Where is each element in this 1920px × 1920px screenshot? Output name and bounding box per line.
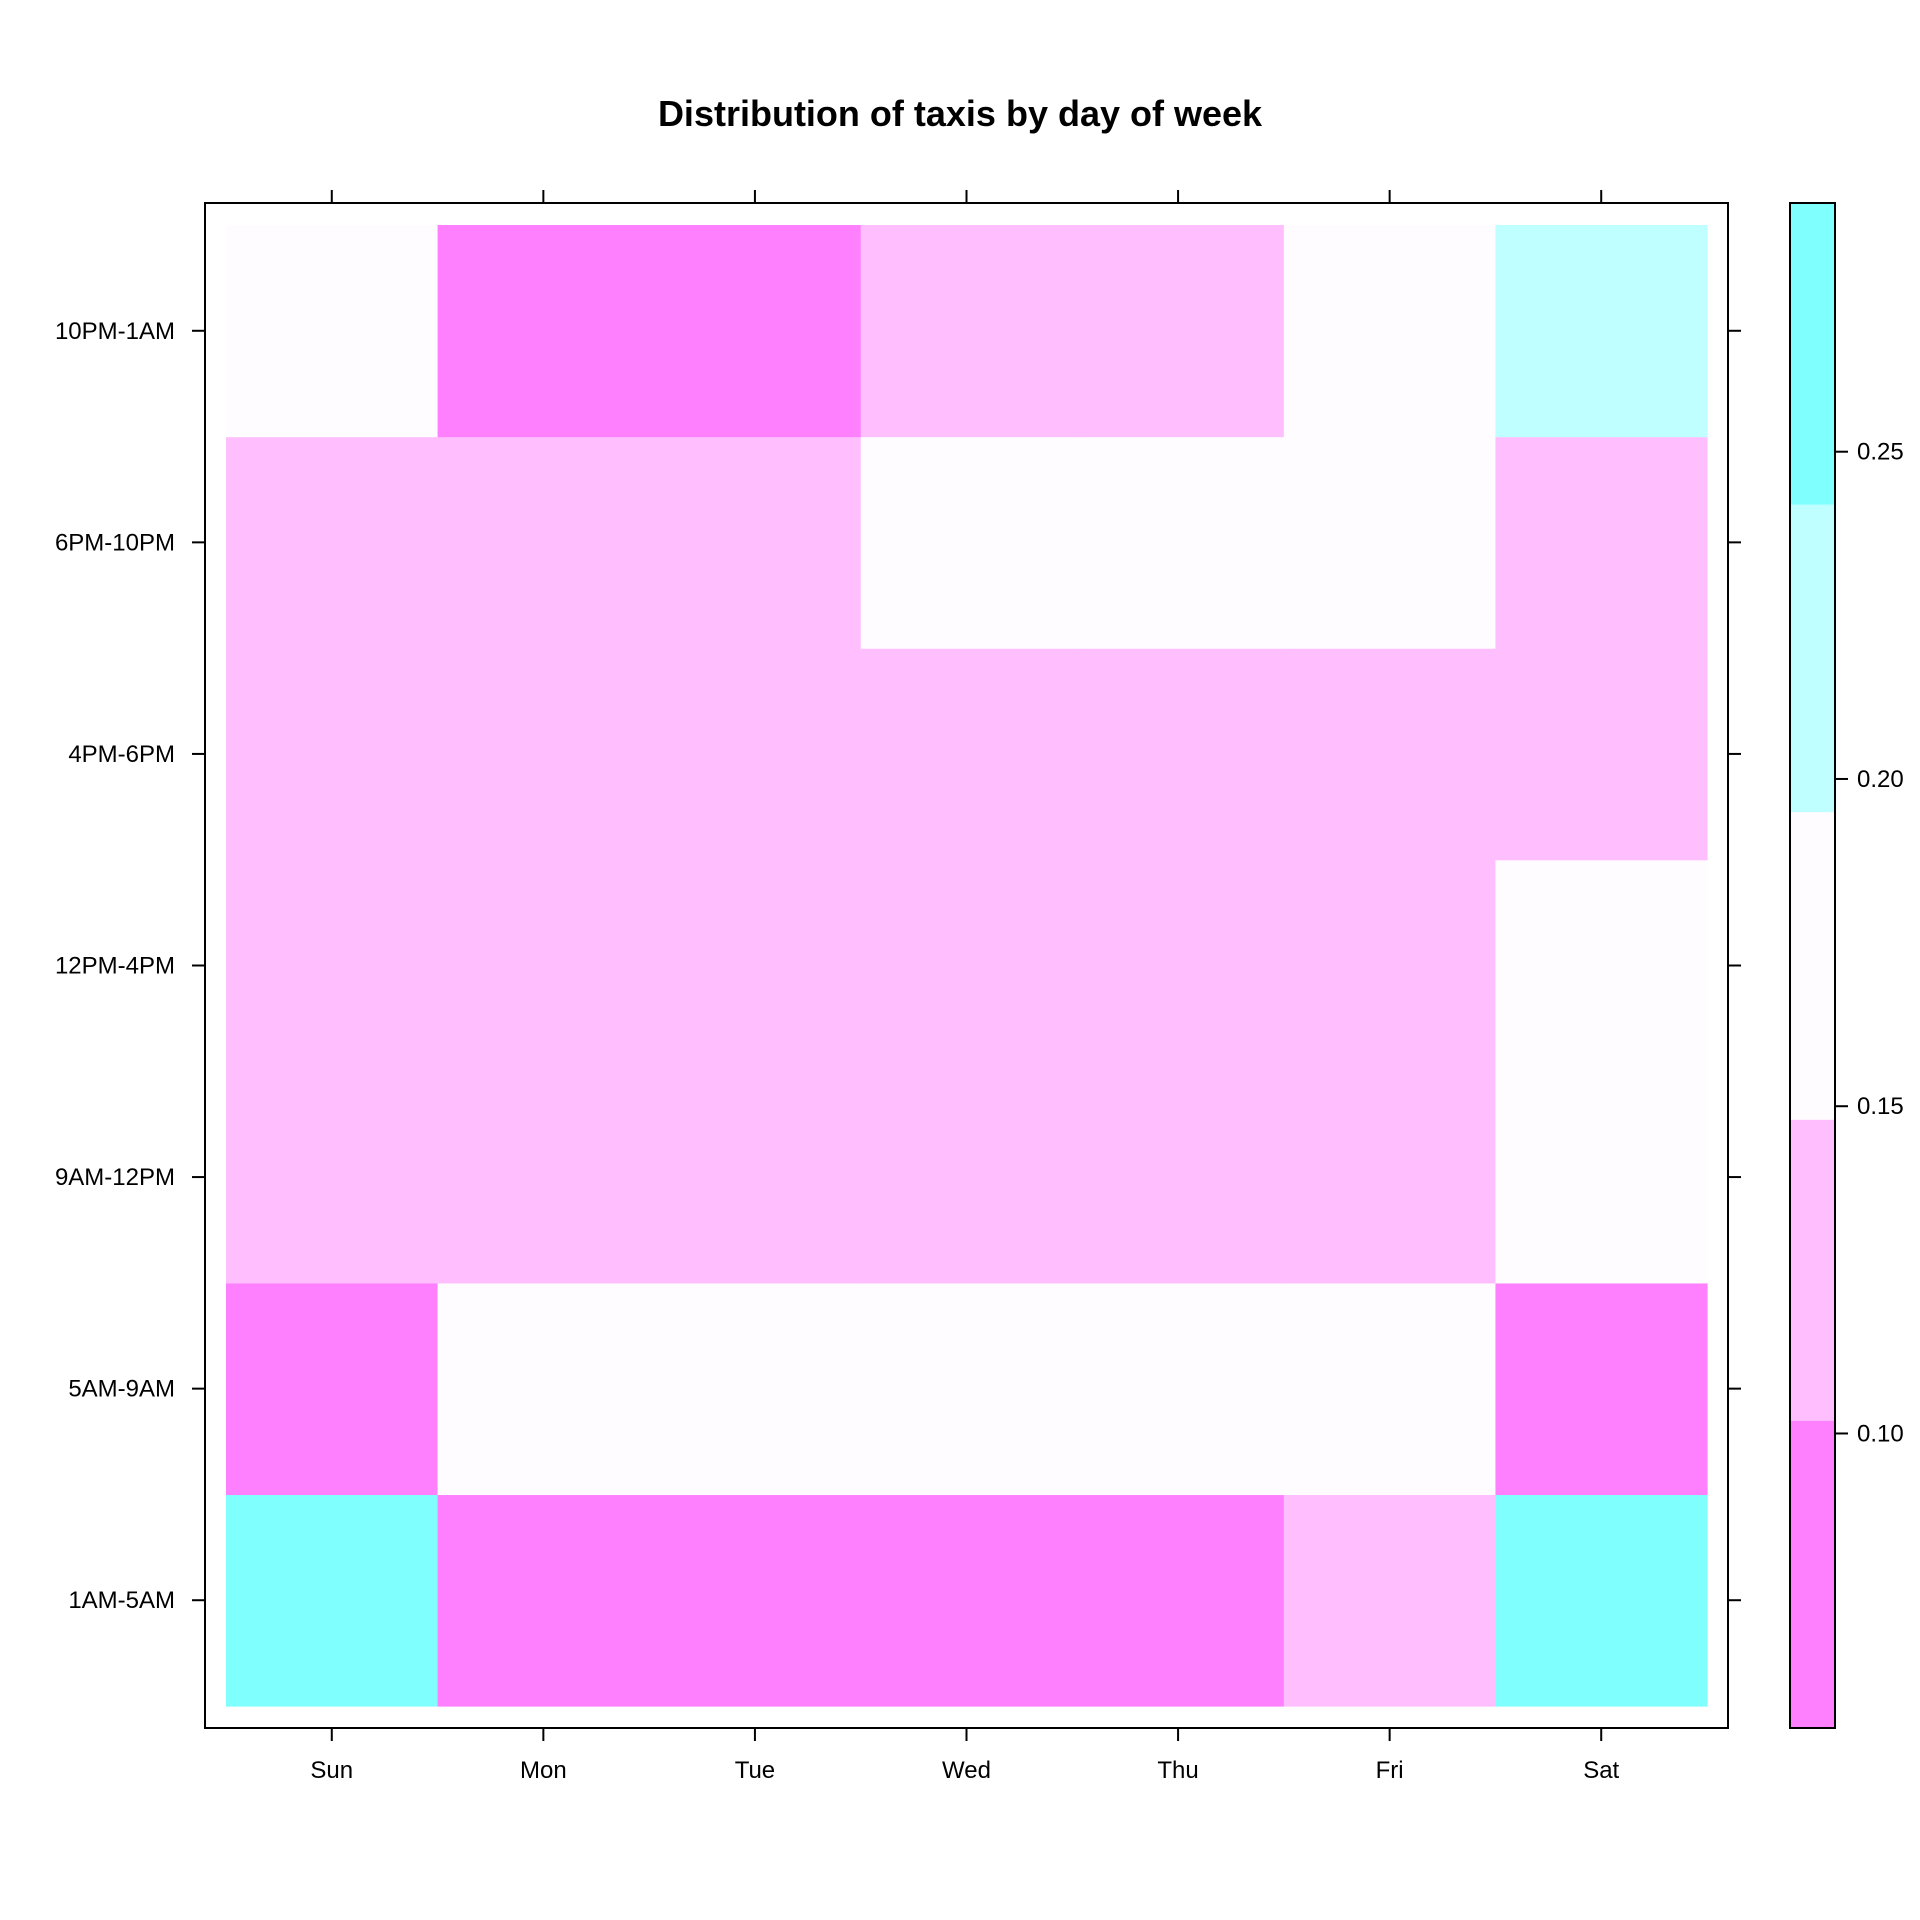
y-axis: 1AM-5AM 5AM-9AM 9AM-12PM 12PM-4PM 4PM-6PM 6PM…: [55, 318, 1741, 1614]
heatmap-cell-sun-5: [226, 436, 439, 649]
chart-title: Distribution of taxis by day of week: [658, 93, 1263, 134]
heatmap-cell-fri-4: [1283, 648, 1497, 861]
heatmap-cell-thu-4: [1072, 648, 1285, 861]
heatmap-cell-wed-5: [860, 436, 1073, 649]
x-tick-label: Tue: [735, 1757, 775, 1784]
heatmap-cell-sat-0: [1495, 1494, 1708, 1707]
heatmap-cell-wed-4: [860, 648, 1073, 861]
colorbar-segment: [1790, 1420, 1835, 1729]
heatmap-cell-sat-6: [1495, 225, 1708, 438]
heatmap-cell-thu-3: [1072, 859, 1285, 1072]
x-tick-label: Sat: [1583, 1757, 1619, 1784]
heatmap-cell-fri-1: [1283, 1282, 1497, 1496]
colorbar-tick-label: 0.10: [1857, 1420, 1904, 1447]
colorbar-tick-label: 0.20: [1857, 766, 1904, 793]
colorbar: 0.10 0.15 0.20 0.25: [1789, 202, 1904, 1729]
heatmap-cell-sun-6: [226, 225, 439, 438]
x-tick-label: Fri: [1376, 1757, 1404, 1784]
y-tick-label: 10PM-1AM: [55, 318, 175, 345]
heatmap-cell-sat-1: [1495, 1282, 1708, 1496]
y-tick-label: 9AM-12PM: [55, 1164, 175, 1191]
heatmap-cell-wed-3: [860, 859, 1073, 1072]
heatmap-cell-thu-5: [1072, 436, 1285, 649]
heatmap-cell-fri-3: [1283, 859, 1497, 1072]
colorbar-tick-label: 0.25: [1857, 439, 1904, 466]
heatmap-cell-tue-2: [649, 1071, 862, 1284]
y-tick-label: 5AM-9AM: [68, 1376, 175, 1403]
y-tick-label: 12PM-4PM: [55, 953, 175, 980]
heatmap-cell-mon-5: [437, 436, 650, 649]
heatmap-cell-thu-2: [1072, 1071, 1285, 1284]
colorbar-segment: [1790, 1119, 1835, 1421]
heatmap-cell-tue-5: [649, 436, 862, 649]
heatmap-cells: [226, 225, 1708, 1707]
heatmap-cell-sun-4: [226, 648, 439, 861]
heatmap-cell-fri-2: [1283, 1071, 1497, 1284]
colorbar-segment: [1790, 811, 1835, 1120]
heatmap-cell-mon-0: [437, 1494, 650, 1707]
heatmap-cell-tue-0: [649, 1494, 862, 1707]
heatmap-cell-fri-0: [1283, 1494, 1497, 1707]
heatmap-cell-sun-1: [226, 1282, 439, 1496]
heatmap-cell-mon-3: [437, 859, 650, 1072]
heatmap-cell-tue-1: [649, 1282, 862, 1496]
heatmap-cell-thu-6: [1072, 225, 1285, 438]
heatmap-cell-mon-1: [437, 1282, 650, 1496]
x-tick-label: Mon: [520, 1757, 567, 1784]
heatmap-cell-mon-4: [437, 648, 650, 861]
heatmap-cell-sat-5: [1495, 436, 1708, 649]
heatmap-cell-fri-6: [1283, 225, 1497, 438]
heatmap-cell-sat-3: [1495, 859, 1708, 1072]
heatmap-cell-tue-4: [649, 648, 862, 861]
y-tick-label: 4PM-6PM: [68, 741, 175, 768]
heatmap-cell-wed-2: [860, 1071, 1073, 1284]
y-tick-label: 6PM-10PM: [55, 529, 175, 556]
heatmap-cell-mon-2: [437, 1071, 650, 1284]
heatmap-cell-wed-1: [860, 1282, 1073, 1496]
heatmap-cell-sun-2: [226, 1071, 439, 1284]
heatmap-cell-tue-6: [649, 225, 862, 438]
colorbar-tick-label: 0.15: [1857, 1093, 1904, 1120]
x-tick-label: Sun: [310, 1757, 353, 1784]
heatmap-cell-mon-6: [437, 225, 650, 438]
heatmap-cell-tue-3: [649, 859, 862, 1072]
heatmap-cell-thu-1: [1072, 1282, 1285, 1496]
colorbar-segment: [1790, 504, 1835, 813]
colorbar-segment: [1790, 203, 1835, 505]
heatmap-cell-sun-0: [226, 1494, 439, 1707]
x-tick-label: Wed: [942, 1757, 991, 1784]
heatmap-cell-sat-2: [1495, 1071, 1708, 1284]
heatmap-cell-thu-0: [1072, 1494, 1285, 1707]
heatmap-cell-sat-4: [1495, 648, 1708, 861]
y-tick-label: 1AM-5AM: [68, 1587, 175, 1614]
heatmap-cell-sun-3: [226, 859, 439, 1072]
heatmap-cell-fri-5: [1283, 436, 1497, 649]
heatmap-cell-wed-6: [860, 225, 1073, 438]
heatmap-cell-wed-0: [860, 1494, 1073, 1707]
x-tick-label: Thu: [1157, 1757, 1198, 1784]
x-axis: Sun Mon Tue Wed Thu Fri Sat: [310, 190, 1620, 1784]
colorbar-frame: [1789, 202, 1836, 1729]
